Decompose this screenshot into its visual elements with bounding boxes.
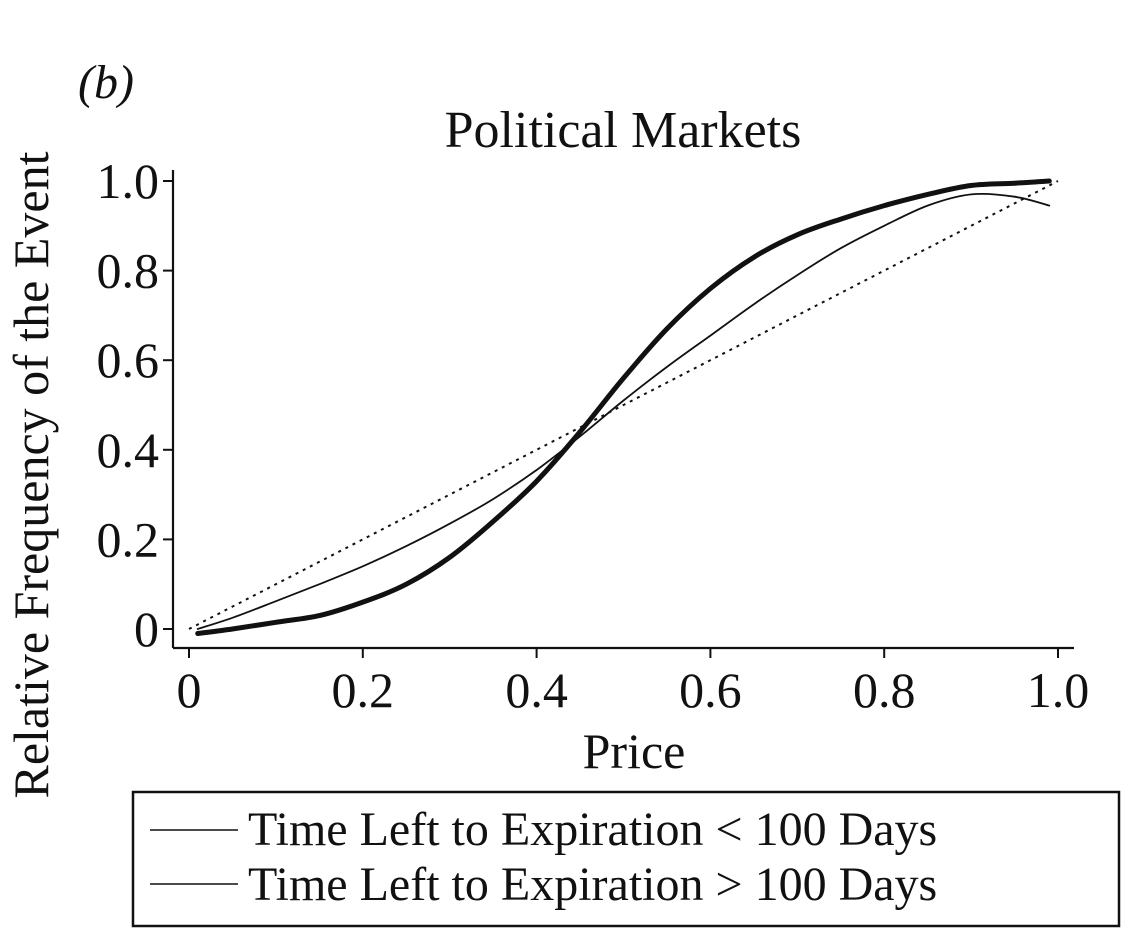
reference-line-group [188, 180, 1059, 630]
x-tick-label: 0.8 [853, 662, 916, 718]
panel-label: (b) [78, 56, 134, 109]
y-axis-title: Relative Frequency of the Event [3, 151, 59, 798]
x-tick-label: 1.0 [1027, 662, 1090, 718]
y-tick-label: 1.0 [97, 153, 160, 209]
series-line-0 [196, 192, 1051, 630]
x-tick-label: 0.2 [332, 662, 395, 718]
legend-box [131, 790, 1121, 928]
axes: 0 0.2 0.4 0.6 0.8 1.0 0 0.2 0.4 0.6 0.8 1.0 [97, 153, 1090, 718]
x-tick-label: 0 [177, 662, 202, 718]
legend-label-series-1: Time Left to Expiration > 100 Days [248, 858, 937, 911]
x-tick-label: 0.4 [505, 662, 568, 718]
legend-label-series-0: Time Left to Expiration < 100 Days [248, 803, 937, 856]
y-tick-label: 0.6 [97, 332, 160, 388]
y-tick-label: 0.4 [97, 422, 160, 478]
x-axis-title: Price [583, 723, 686, 779]
legend: Time Left to Expiration < 100 Days Time … [131, 790, 1121, 928]
series-group [195, 178, 1052, 636]
reference-diagonal-line [188, 180, 1059, 630]
series-line-1 [195, 178, 1052, 636]
chart-title: Political Markets [445, 102, 802, 159]
y-tick-label: 0.8 [97, 243, 160, 299]
y-tick-label: 0 [134, 601, 159, 657]
y-tick-label: 0.2 [97, 511, 160, 567]
x-tick-label: 0.6 [679, 662, 742, 718]
